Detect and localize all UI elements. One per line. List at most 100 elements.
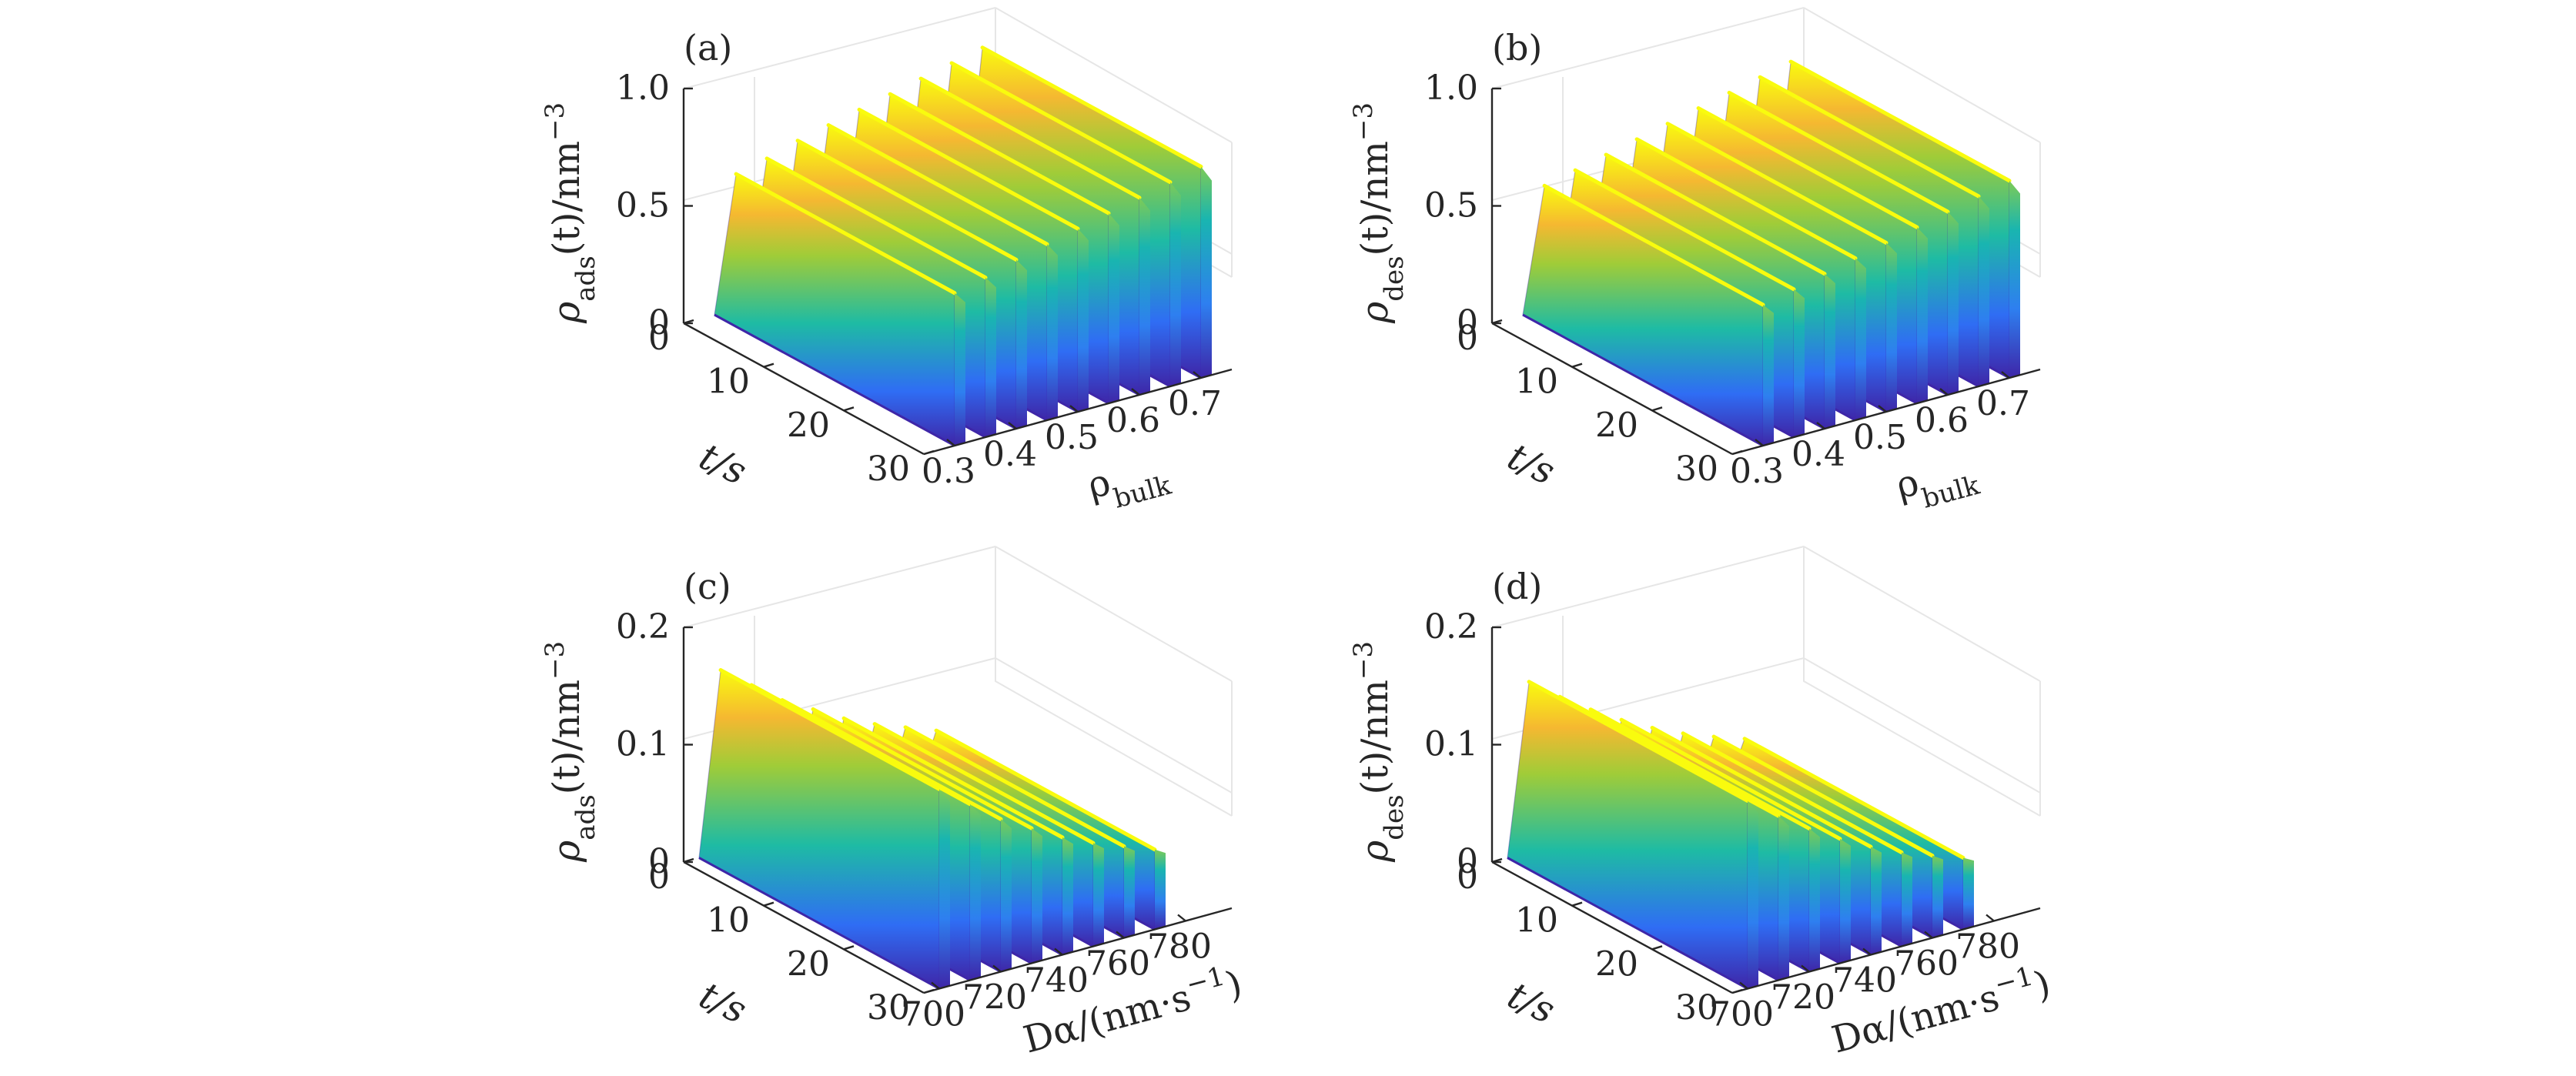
ribbon-crest xyxy=(1742,737,1965,860)
z-tick-label: 0.5 xyxy=(616,186,670,226)
ribbon-crest xyxy=(1788,59,2012,183)
ribbon-end-face xyxy=(1078,229,1089,412)
x-tick-mark xyxy=(992,964,1002,973)
ribbon-end-face xyxy=(1062,837,1073,955)
x-tick-mark xyxy=(1054,947,1063,956)
x-tick-mark xyxy=(1801,964,1810,973)
ribbon-crest xyxy=(888,92,1111,216)
t-tick-mark xyxy=(1571,363,1583,368)
ribbon-end-face xyxy=(1763,305,1774,446)
x-tick-mark xyxy=(1008,422,1017,429)
ribbon-crest xyxy=(1588,707,1812,830)
ribbon-crest xyxy=(1604,152,1827,276)
z-ticks: 0 0.5 1.0 xyxy=(1424,69,1501,343)
x-label-sub: bulk xyxy=(1919,470,1982,515)
z-tick-label: 0.1 xyxy=(616,725,670,764)
x-tick-label: 760 xyxy=(1086,944,1150,984)
ribbon-base xyxy=(1522,313,1764,447)
t-tick-mark xyxy=(843,406,855,412)
z-tick-label: 0 xyxy=(648,842,670,881)
x-tick-label: 740 xyxy=(1024,961,1089,1001)
t-tick-label: 0 xyxy=(1457,857,1478,897)
x-tick-label: 700 xyxy=(901,995,965,1034)
t-tick-mark xyxy=(1731,449,1743,456)
t-tick-label: 20 xyxy=(787,944,830,984)
z-axis-label: ρads(t)/nm−3 xyxy=(540,102,601,324)
ribbon-crest xyxy=(1681,731,1904,854)
t-tick-mark xyxy=(763,901,774,907)
ribbon-end-face xyxy=(1979,195,1989,386)
ribbon-end-face xyxy=(1032,828,1042,964)
z-label-sub: des xyxy=(1379,256,1410,301)
ribbon-base xyxy=(698,857,940,990)
z-axis-label: ρdes(t)/nm−3 xyxy=(1348,102,1410,324)
z-label-rest: (t)/nm xyxy=(545,141,588,256)
ribbon-crest xyxy=(1711,734,1935,858)
t-axis-label: t/s xyxy=(693,974,753,1032)
x-tick-mark xyxy=(2001,371,2010,379)
ribbon-crest xyxy=(1758,75,1981,199)
z-tick-label: 0.2 xyxy=(616,607,670,647)
x-tick-mark xyxy=(1755,439,1764,446)
ribbon-crest xyxy=(1696,106,1919,229)
z-axis-label: ρads(t)/nm−3 xyxy=(540,641,601,863)
surface-ribbons xyxy=(698,668,1166,990)
t-tick-label: 20 xyxy=(1595,944,1638,984)
x-label-sub: bulk xyxy=(1110,470,1174,515)
z-tick-label: 1.0 xyxy=(1424,69,1478,108)
ribbon-crest xyxy=(918,76,1142,200)
ribbon-end-face xyxy=(1855,258,1866,420)
x-tick-label: 720 xyxy=(1771,978,1835,1018)
t-tick-label: 30 xyxy=(1675,449,1718,489)
ribbon-crest xyxy=(826,123,1049,246)
ribbon-end-face xyxy=(1778,816,1789,981)
x-tick-mark xyxy=(1069,405,1079,413)
ribbon-crest xyxy=(1650,726,1873,849)
ribbon-crest xyxy=(1665,122,1889,245)
x-tick-label: 0.5 xyxy=(1045,418,1099,457)
x-tick-mark xyxy=(1116,931,1125,939)
ribbon-end-face xyxy=(1047,244,1058,420)
t-tick-mark xyxy=(763,363,774,368)
x-tick-label: 0.7 xyxy=(1168,384,1222,423)
z-tick-label: 1.0 xyxy=(616,69,670,108)
ribbon-crest xyxy=(1619,717,1842,841)
z-tick-label: 0 xyxy=(1457,303,1478,343)
t-tick-mark xyxy=(1651,945,1663,951)
z-label-main: ρ xyxy=(545,302,588,324)
ribbon-end-face xyxy=(1825,273,1835,429)
z-label-sub: ads xyxy=(570,256,601,301)
z-label-sup: −3 xyxy=(540,102,570,141)
panel-tag: (b) xyxy=(1492,27,1542,69)
ribbon-end-face xyxy=(1794,289,1805,437)
ribbon-end-face xyxy=(985,277,996,437)
ribbon-end-face xyxy=(1932,855,1943,938)
x-tick-mark xyxy=(946,439,955,446)
t-tick-mark xyxy=(1651,406,1663,412)
ribbon-crest xyxy=(1727,90,1950,214)
x-tick-label: 720 xyxy=(962,978,1027,1018)
x-tick-mark xyxy=(1193,371,1202,379)
ribbon-crest xyxy=(795,139,1019,262)
ribbon-crest xyxy=(718,668,942,791)
x-tick-label: 0.3 xyxy=(1730,452,1784,491)
t-axis-label: t/s xyxy=(693,435,753,493)
x-tick-label: 780 xyxy=(1147,927,1212,967)
z-label-sup: −3 xyxy=(540,641,570,680)
t-tick-label: 0 xyxy=(1457,319,1478,358)
ribbon-end-face xyxy=(1871,847,1882,955)
x-tick-label: 760 xyxy=(1894,944,1959,984)
x-tick-mark xyxy=(1816,422,1825,429)
z-label-main: ρ xyxy=(1353,302,1397,324)
surface-ribbons xyxy=(1507,680,1974,990)
t-tick-label: 30 xyxy=(1675,988,1718,1028)
x-tick-label: 780 xyxy=(1955,927,2020,967)
ribbon-end-face xyxy=(939,789,950,989)
ribbon-crest xyxy=(734,172,957,296)
